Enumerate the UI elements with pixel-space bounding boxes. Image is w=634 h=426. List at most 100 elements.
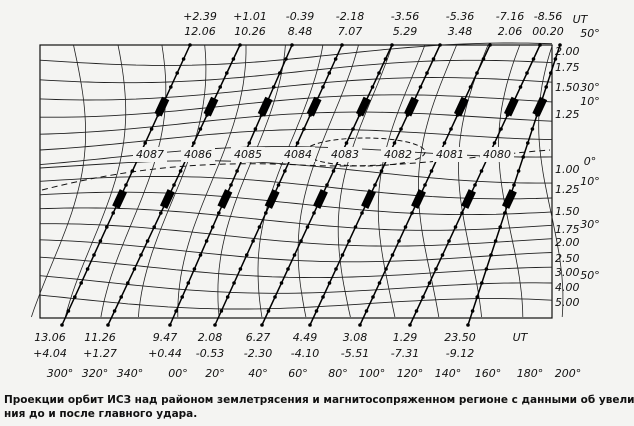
latitude-label: 50° (580, 269, 600, 282)
orbit-point (175, 71, 179, 75)
bottom-delta: -9.12 (446, 347, 474, 360)
top-ut-label: UT (573, 13, 589, 26)
orbit-point (169, 85, 173, 89)
field-line (40, 223, 553, 247)
orbit-point (371, 295, 375, 299)
meridian (64, 44, 127, 318)
field-line (39, 239, 553, 263)
orbit-point (449, 127, 453, 131)
longitude-label: 20° (205, 367, 225, 380)
bottom-delta: -4.10 (291, 347, 319, 360)
orbit-number: 4084 (284, 148, 312, 161)
orbit-point (229, 183, 233, 187)
meridian (377, 44, 426, 318)
orbit-point (340, 253, 345, 257)
orbit-point (308, 323, 312, 327)
orbit-point (217, 211, 221, 215)
orbit-point (232, 281, 236, 285)
orbit-point (172, 183, 176, 187)
orbit-point (178, 169, 183, 173)
orbit-point (553, 57, 558, 61)
orbit-label-bg (181, 147, 215, 162)
orbit-point (408, 323, 412, 327)
l-shell-label: 5.00 (555, 296, 580, 309)
bottom-ut: 23.50 (444, 331, 476, 344)
longitude-label: 300° (47, 367, 74, 380)
orbit-point (327, 281, 332, 285)
orbit-point (530, 127, 535, 131)
l-shell-label: 2.00 (555, 236, 580, 249)
orbit-point (414, 309, 419, 313)
radiation-mark (403, 96, 419, 117)
orbit-point (460, 211, 464, 215)
orbit-point (66, 309, 71, 313)
orbit-point (442, 141, 447, 145)
orbit-point (531, 57, 536, 61)
top-ut: 3.48 (448, 25, 473, 38)
bottom-ut: 3.08 (343, 331, 368, 344)
orbit-point (489, 253, 493, 257)
orbit-point (278, 71, 282, 75)
orbit-point (105, 225, 109, 229)
bottom-delta: +0.44 (148, 347, 182, 360)
orbit-point (484, 267, 489, 271)
dashed-equator (41, 149, 551, 191)
bottom-ut: 2.08 (198, 331, 223, 344)
latitude-label: 10° (580, 175, 600, 188)
orbit-point (364, 309, 369, 313)
longitude-label: 340° (117, 367, 144, 380)
orbit-point (130, 169, 135, 173)
orbit-point (126, 281, 130, 285)
orbit-point (180, 295, 184, 299)
l-shell-label: 4.00 (555, 281, 580, 294)
bottom-delta: -2.30 (244, 347, 272, 360)
bottom-ut: 6.27 (246, 331, 271, 344)
longitude-label: 120° (397, 367, 424, 380)
top-delta: -3.56 (391, 10, 419, 23)
longitude-label: 140° (435, 367, 462, 380)
longitude-label: 100° (359, 367, 386, 380)
orbit-point (512, 183, 516, 187)
latitude-label: 0° (584, 155, 597, 168)
field-line (39, 59, 553, 84)
orbit-point (225, 71, 229, 75)
orbit-point (351, 127, 355, 131)
top-delta: -0.39 (286, 10, 314, 23)
orbit-point (468, 85, 473, 89)
orbit-label-bg (433, 147, 467, 162)
orbit-point (358, 323, 362, 327)
top-ut: 7.07 (338, 25, 363, 38)
meridian (417, 44, 457, 318)
caption-line: Проекции орбит ИСЗ над районом землетряс… (4, 394, 634, 406)
l-shell-label: 1.25 (555, 108, 580, 121)
top-ut: 8.48 (288, 25, 313, 38)
orbit-point (492, 141, 497, 145)
orbit-point (152, 225, 156, 229)
orbit-point (192, 141, 196, 145)
orbit-number: 4085 (234, 148, 262, 161)
orbit-point (253, 127, 258, 131)
top-ut: 00.20 (532, 25, 564, 38)
meridian (177, 45, 247, 317)
meridian (138, 44, 207, 318)
orbit-point (325, 183, 329, 187)
radiation-mark (361, 189, 376, 209)
orbit-point (174, 309, 178, 313)
top-delta: +1.01 (233, 10, 267, 23)
orbit-label-bg (381, 147, 415, 162)
orbit-point (499, 127, 503, 131)
orbit-point (283, 169, 287, 173)
orbit-point (475, 71, 479, 75)
orbit-point (521, 155, 525, 159)
orbit-point (186, 281, 191, 285)
top-delta: -8.56 (534, 10, 562, 23)
l-shell-label: 2.50 (555, 252, 580, 265)
orbit-label-bg (480, 147, 514, 162)
longitude-label: 60° (288, 367, 308, 380)
bottom-delta: +4.04 (33, 347, 67, 360)
orbit-point (257, 225, 262, 229)
orbit-point (549, 71, 553, 75)
orbit-label-bg (281, 147, 315, 162)
orbit-point (290, 43, 294, 47)
orbit-point (210, 225, 215, 229)
